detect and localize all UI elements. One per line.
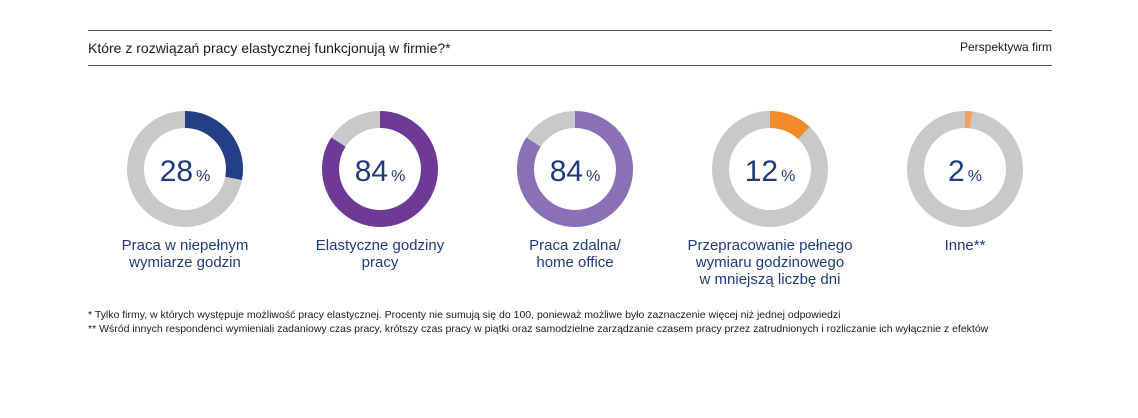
- donut-segment-2: [517, 111, 633, 227]
- donut-value-label-4: 2%: [948, 155, 982, 188]
- donut-value-label-2: 84%: [550, 155, 601, 188]
- donut-category-label-1: Elastyczne godziny pracy: [315, 237, 445, 271]
- perspective-label: Perspektywa firm: [959, 40, 1052, 54]
- donut-segment-4: [907, 111, 1023, 227]
- donut-value-label-0: 28%: [160, 155, 211, 188]
- footnote-1: * Tylko firmy, w których występuje możli…: [88, 309, 841, 321]
- donut-segment-1: [322, 111, 438, 227]
- donut-value-label-1: 84%: [355, 155, 406, 188]
- donut-category-label-3: Przepracowanie pełnego wymiaru godzinowe…: [687, 237, 853, 288]
- top-divider: [88, 30, 1052, 31]
- donut-category-label-4: Inne**: [944, 237, 986, 254]
- donut-value-label-3: 12%: [745, 155, 796, 188]
- donut-segment-3: [712, 111, 828, 227]
- donut-category-label-0: Praca w niepełnym wymiarze godzin: [121, 237, 249, 271]
- donut-charts: 28% 84% 84% 12% 2%: [127, 111, 1023, 227]
- footnote-2: ** Wśród innych respondenci wymieniali z…: [88, 323, 989, 335]
- chart-title: Które z rozwiązań pracy elastycznej funk…: [88, 40, 451, 56]
- donut-segment-0: [127, 111, 243, 227]
- header-divider: [88, 65, 1052, 66]
- donut-category-label-2: Praca zdalna/ home office: [529, 237, 621, 271]
- donut-track-4: [907, 111, 1023, 227]
